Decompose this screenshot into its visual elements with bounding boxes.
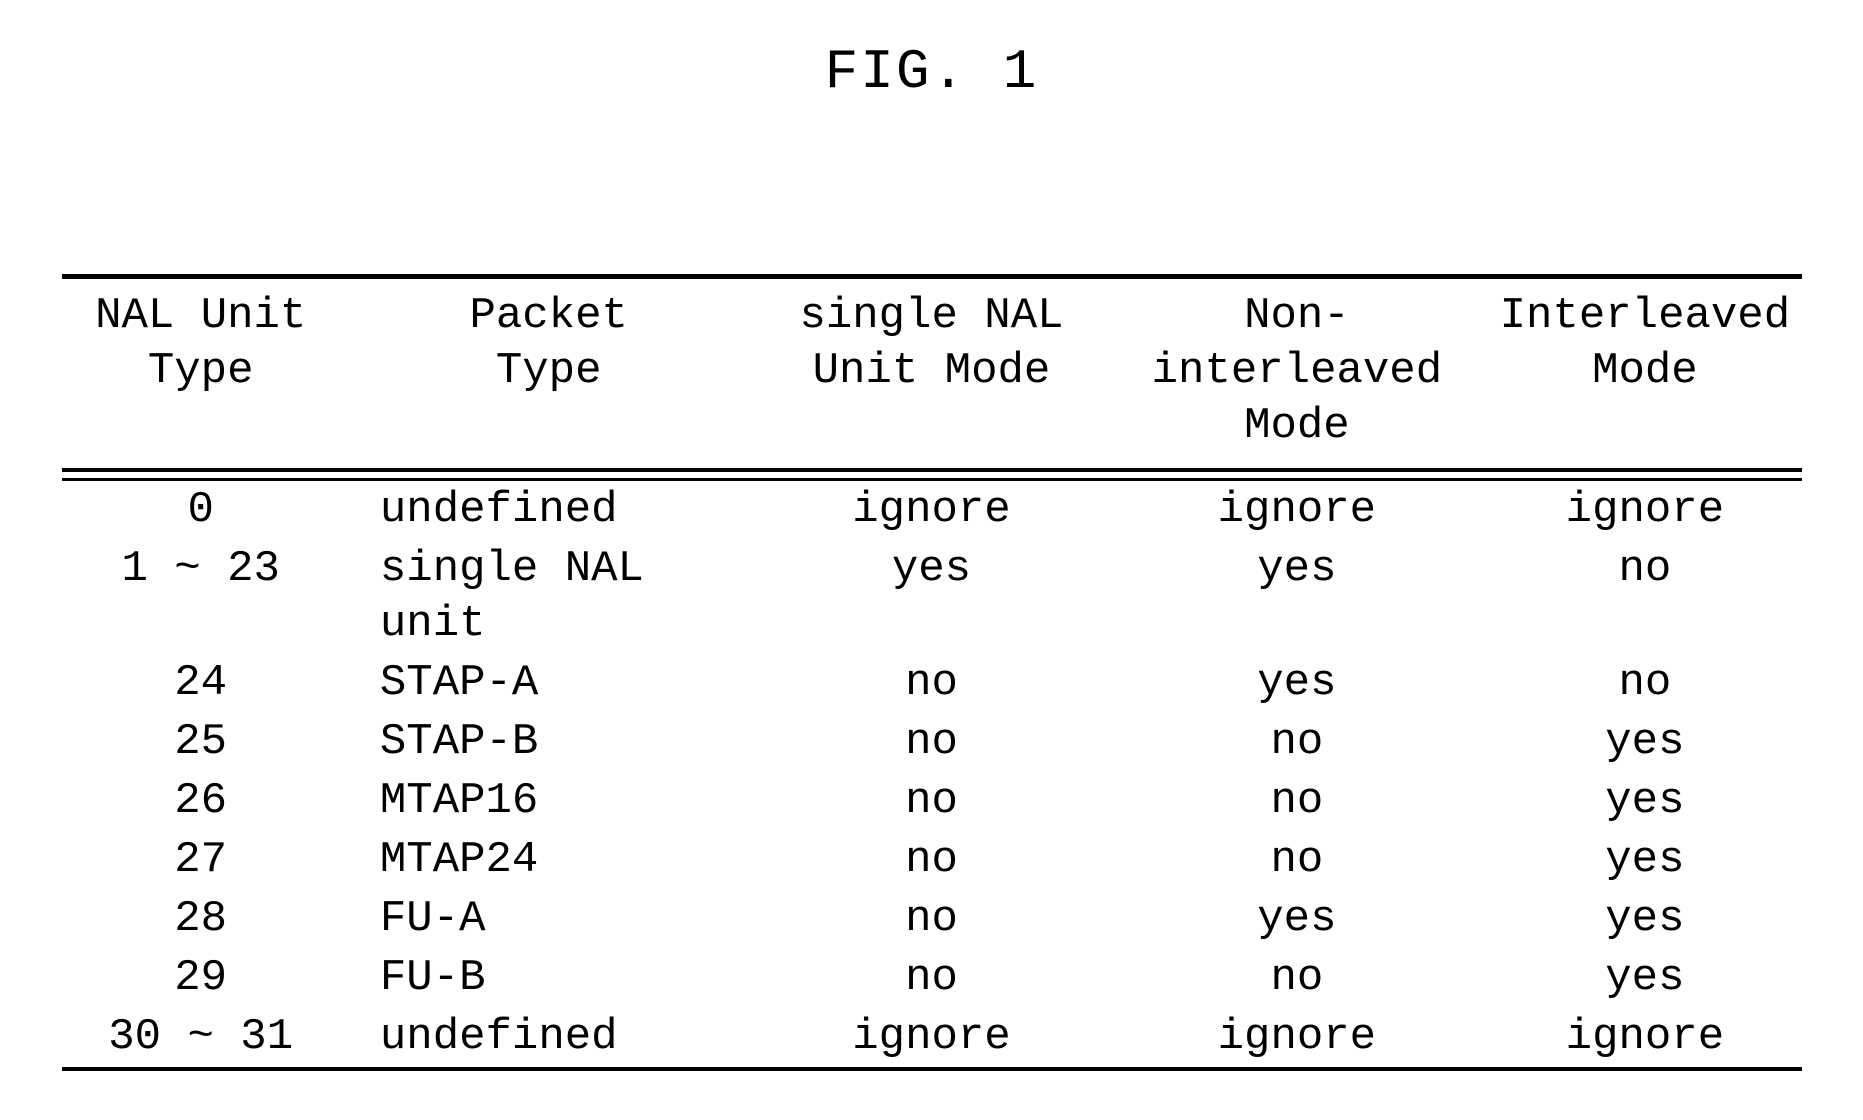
cell-nonil: no xyxy=(1105,949,1488,1008)
cell-single: no xyxy=(757,949,1105,1008)
cell-il: yes xyxy=(1488,831,1801,890)
cell-packet: STAP-B xyxy=(340,713,758,772)
header-text: Type xyxy=(344,344,754,399)
table-header: NAL Unit Type Packet Type single NAL Uni… xyxy=(62,277,1802,482)
cell-nonil: ignore xyxy=(1105,1008,1488,1069)
cell-nonil: no xyxy=(1105,831,1488,890)
cell-packet: FU-A xyxy=(340,890,758,949)
table-row: 30 ~ 31 undefined ignore ignore ignore xyxy=(62,1008,1802,1069)
header-text: Packet xyxy=(344,289,754,344)
header-text: single NAL xyxy=(761,289,1101,344)
cell-single: no xyxy=(757,831,1105,890)
cell-nonil: ignore xyxy=(1105,481,1488,540)
cell-packet: MTAP24 xyxy=(340,831,758,890)
col-header-nal-unit-type: NAL Unit Type xyxy=(62,277,340,471)
header-text: Mode xyxy=(1492,344,1797,399)
header-text: Mode xyxy=(1109,399,1484,454)
table-row: 26 MTAP16 no no yes xyxy=(62,772,1802,831)
cell-single: no xyxy=(757,713,1105,772)
cell-il: ignore xyxy=(1488,1008,1801,1069)
table-container: NAL Unit Type Packet Type single NAL Uni… xyxy=(62,274,1802,1071)
cell-nal-type: 26 xyxy=(62,772,340,831)
cell-packet: single NAL unit xyxy=(340,540,758,654)
cell-il: yes xyxy=(1488,949,1801,1008)
cell-nal-type: 30 ~ 31 xyxy=(62,1008,340,1069)
cell-packet: STAP-A xyxy=(340,654,758,713)
cell-single: ignore xyxy=(757,1008,1105,1069)
cell-single: no xyxy=(757,772,1105,831)
col-header-single-nal-mode: single NAL Unit Mode xyxy=(757,277,1105,471)
table-row: 24 STAP-A no yes no xyxy=(62,654,1802,713)
cell-il: yes xyxy=(1488,890,1801,949)
header-text: Type xyxy=(66,344,336,399)
table-row: 0 undefined ignore ignore ignore xyxy=(62,481,1802,540)
cell-nal-type: 0 xyxy=(62,481,340,540)
cell-nonil: no xyxy=(1105,713,1488,772)
cell-il: no xyxy=(1488,540,1801,654)
cell-il: no xyxy=(1488,654,1801,713)
table-row: 25 STAP-B no no yes xyxy=(62,713,1802,772)
nal-unit-table: NAL Unit Type Packet Type single NAL Uni… xyxy=(62,274,1802,1071)
cell-nonil: yes xyxy=(1105,654,1488,713)
page: FIG. 1 NAL Unit Type Packet Type sin xyxy=(0,0,1863,1120)
bottom-rule xyxy=(62,1069,1802,1071)
cell-nal-type: 1 ~ 23 xyxy=(62,540,340,654)
cell-nal-type: 24 xyxy=(62,654,340,713)
cell-il: ignore xyxy=(1488,481,1801,540)
cell-nal-type: 25 xyxy=(62,713,340,772)
col-header-interleaved-mode: Interleaved Mode xyxy=(1488,277,1801,471)
double-rule-gap xyxy=(62,472,1802,480)
cell-packet: MTAP16 xyxy=(340,772,758,831)
figure-title: FIG. 1 xyxy=(0,40,1863,104)
cell-nal-type: 29 xyxy=(62,949,340,1008)
cell-single: no xyxy=(757,890,1105,949)
cell-packet: FU-B xyxy=(340,949,758,1008)
header-text: Non-interleaved xyxy=(1109,289,1484,399)
table-row: 1 ~ 23 single NAL unit yes yes no xyxy=(62,540,1802,654)
cell-packet: undefined xyxy=(340,1008,758,1069)
header-text: Unit Mode xyxy=(761,344,1101,399)
cell-il: yes xyxy=(1488,713,1801,772)
header-text: NAL Unit xyxy=(66,289,336,344)
col-header-non-interleaved-mode: Non-interleaved Mode xyxy=(1105,277,1488,471)
cell-nonil: yes xyxy=(1105,890,1488,949)
table-footer-rule xyxy=(62,1069,1802,1071)
col-header-packet-type: Packet Type xyxy=(340,277,758,471)
cell-nonil: no xyxy=(1105,772,1488,831)
header-text: Interleaved xyxy=(1492,289,1797,344)
table-body: 0 undefined ignore ignore ignore 1 ~ 23 … xyxy=(62,481,1802,1069)
cell-single: yes xyxy=(757,540,1105,654)
cell-il: yes xyxy=(1488,772,1801,831)
cell-nal-type: 27 xyxy=(62,831,340,890)
cell-packet: undefined xyxy=(340,481,758,540)
cell-single: ignore xyxy=(757,481,1105,540)
cell-nonil: yes xyxy=(1105,540,1488,654)
cell-nal-type: 28 xyxy=(62,890,340,949)
table-row: 28 FU-A no yes yes xyxy=(62,890,1802,949)
table-row: 29 FU-B no no yes xyxy=(62,949,1802,1008)
table-row: 27 MTAP24 no no yes xyxy=(62,831,1802,890)
cell-single: no xyxy=(757,654,1105,713)
